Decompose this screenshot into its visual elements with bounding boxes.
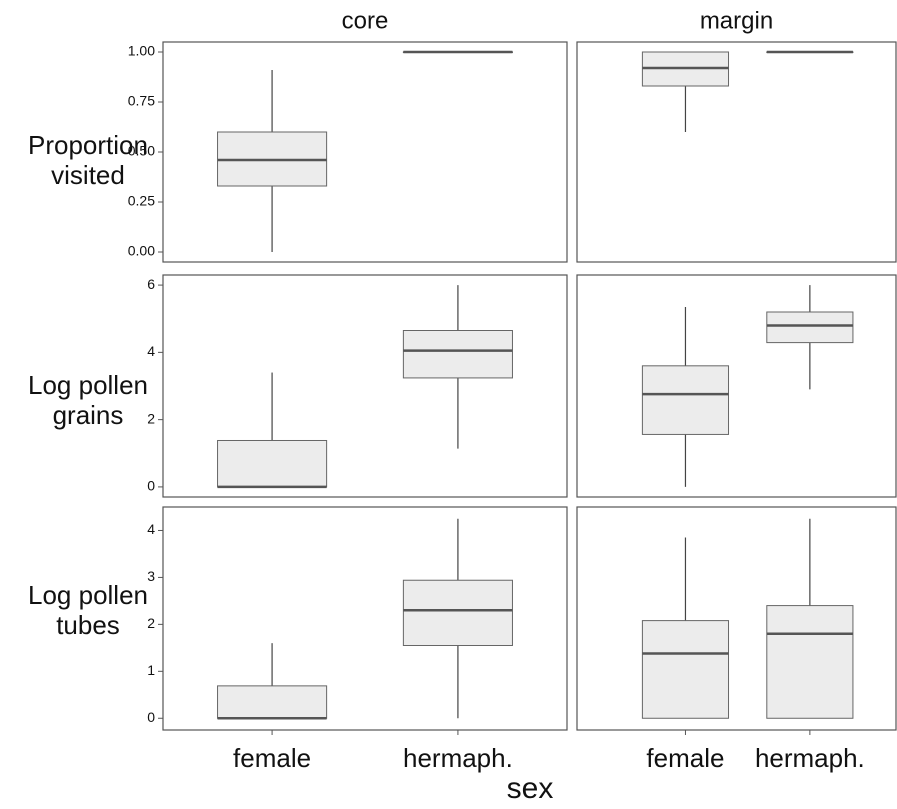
x-tick-label: hermaph. bbox=[755, 743, 865, 773]
x-axis-label: sex bbox=[507, 772, 554, 805]
y-tick-label: 1.00 bbox=[128, 43, 155, 59]
panel bbox=[576, 274, 897, 498]
y-tick-label: 2 bbox=[147, 615, 155, 631]
panel bbox=[162, 274, 568, 498]
panel bbox=[576, 41, 897, 263]
y-tick-label: 0.75 bbox=[128, 93, 155, 109]
box bbox=[217, 685, 328, 719]
y-tick-label: 6 bbox=[147, 276, 155, 292]
row-label: Log pollen grains bbox=[28, 370, 148, 430]
row-label: Log pollen tubes bbox=[28, 580, 148, 640]
x-tick-label: female bbox=[646, 743, 724, 773]
y-tick-label: 4 bbox=[147, 521, 155, 537]
y-tick-label: 0 bbox=[147, 709, 155, 725]
y-tick-label: 0.50 bbox=[128, 143, 155, 159]
panel bbox=[576, 506, 897, 731]
y-tick-label: 0.25 bbox=[128, 193, 155, 209]
box bbox=[641, 365, 730, 435]
panel bbox=[162, 506, 568, 731]
box bbox=[402, 330, 513, 379]
x-tick-label: female bbox=[233, 743, 311, 773]
x-tick-label: hermaph. bbox=[403, 743, 513, 773]
y-tick-label: 4 bbox=[147, 343, 155, 359]
y-tick-label: 1 bbox=[147, 662, 155, 678]
column-title: core bbox=[342, 7, 389, 34]
y-tick-label: 0 bbox=[147, 478, 155, 494]
box bbox=[766, 605, 854, 719]
box bbox=[402, 579, 513, 646]
y-tick-label: 3 bbox=[147, 568, 155, 584]
box bbox=[217, 439, 328, 488]
box bbox=[766, 311, 854, 344]
y-tick-label: 2 bbox=[147, 410, 155, 426]
box bbox=[641, 620, 730, 719]
y-tick-label: 0.00 bbox=[128, 243, 155, 259]
column-title: margin bbox=[700, 7, 773, 34]
row-label: Proportion visited bbox=[28, 130, 148, 190]
